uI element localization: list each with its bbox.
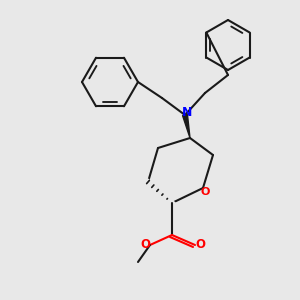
Text: N: N xyxy=(182,106,192,118)
Polygon shape xyxy=(183,115,190,138)
Text: O: O xyxy=(200,187,210,197)
Text: O: O xyxy=(140,238,150,251)
Text: O: O xyxy=(195,238,205,251)
